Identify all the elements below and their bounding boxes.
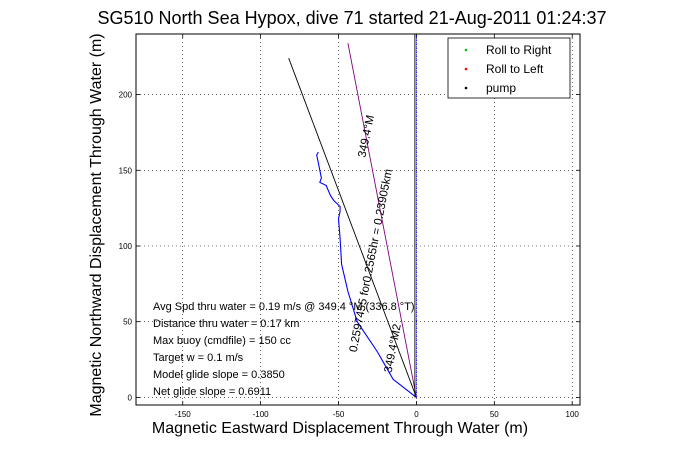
- note-line: Net glide slope = 0.6911: [153, 386, 271, 398]
- x-axis-ticks: -150 -100 -50 0 50 100: [175, 34, 580, 419]
- note-line: Max buoy (cmdfile) = 150 cc: [153, 335, 291, 347]
- series-track-0: [316, 151, 417, 398]
- y-tick-label: 200: [119, 91, 133, 100]
- series-bearing-line-2: [347, 43, 417, 398]
- y-tick-label: 50: [123, 318, 132, 327]
- note-line: Avg Spd thru water = 0.19 m/s @ 349.4 °M…: [153, 301, 415, 313]
- data-lines: [288, 34, 417, 398]
- y-axis-label: Magnetic Northward Displacement Through …: [88, 33, 105, 416]
- x-tick-label: -150: [175, 410, 192, 419]
- x-tick-label: -100: [253, 410, 270, 419]
- chart-title: SG510 North Sea Hypox, dive 71 started 2…: [98, 8, 607, 28]
- x-tick-label: -50: [333, 410, 345, 419]
- legend-entry: Roll to Left: [486, 62, 544, 76]
- note-line: Model glide slope = 0.3850: [153, 369, 285, 381]
- legend: Roll to Right Roll to Left pump: [447, 37, 571, 99]
- series-bearing-line-1: [288, 58, 417, 398]
- legend-marker: [464, 86, 468, 90]
- legend-entry: Roll to Right: [486, 43, 552, 57]
- dive-notes: Avg Spd thru water = 0.19 m/s @ 349.4 °M…: [153, 301, 415, 398]
- legend-box: [447, 37, 571, 99]
- y-axis-ticks: 0 50 100 150 200: [119, 91, 580, 402]
- legend-marker: [464, 48, 468, 52]
- x-tick-label: 0: [414, 410, 419, 419]
- x-tick-label: 100: [566, 410, 580, 419]
- x-tick-label: 50: [490, 410, 499, 419]
- y-tick-label: 0: [128, 393, 133, 402]
- note-line: Target w = 0.1 m/s: [153, 352, 244, 364]
- legend-marker: [464, 67, 468, 71]
- legend-entry: pump: [486, 81, 516, 95]
- y-tick-label: 150: [119, 166, 133, 175]
- note-line: Distance thru water = 0.17 km: [153, 318, 299, 330]
- y-tick-label: 100: [119, 242, 133, 251]
- x-axis-label: Magnetic Eastward Displacement Through W…: [152, 420, 528, 437]
